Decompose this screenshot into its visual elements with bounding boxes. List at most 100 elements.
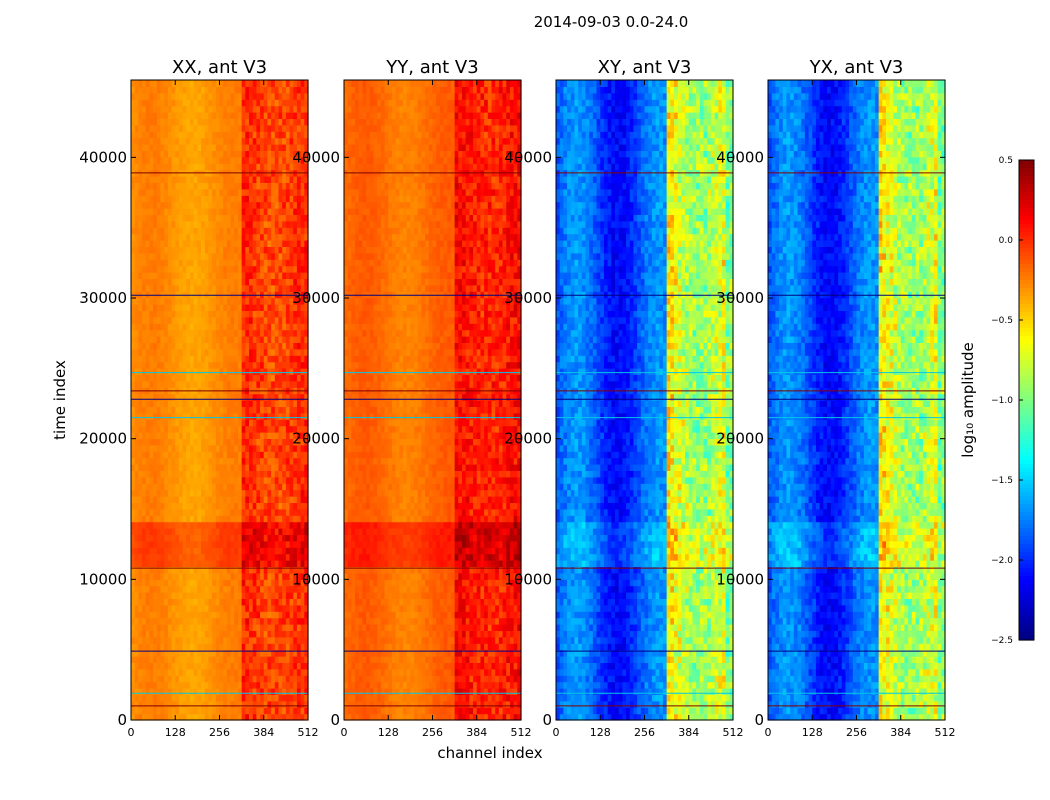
heatmap-cell: [271, 586, 275, 593]
heatmap-cell: [234, 675, 238, 682]
heatmap-cell: [256, 586, 260, 593]
heatmap-cell: [267, 528, 271, 535]
heatmap-cell: [253, 534, 257, 541]
heatmap-cell: [208, 547, 212, 554]
heatmap-cell: [161, 477, 165, 484]
heatmap-cell: [227, 496, 231, 503]
heatmap-cell: [142, 541, 146, 548]
heatmap-cell: [168, 662, 172, 669]
heatmap-cell: [186, 694, 190, 701]
heatmap-cell: [208, 701, 212, 708]
heatmap-cell: [201, 496, 205, 503]
heatmap-cell: [231, 579, 235, 586]
heatmap-cell: [149, 643, 153, 650]
heatmap-cell: [275, 637, 279, 644]
heatmap-cell: [301, 490, 305, 497]
heatmap-cell: [256, 541, 260, 548]
heatmap-cell: [161, 573, 165, 580]
heatmap-cell: [138, 598, 142, 605]
heatmap-cell: [297, 464, 301, 471]
heatmap-cell: [293, 624, 297, 631]
heatmap-cell: [227, 566, 231, 573]
heatmap-cell: [245, 470, 249, 477]
heatmap-cell: [201, 592, 205, 599]
heatmap-cell: [242, 586, 246, 593]
heatmap-cell: [175, 707, 179, 714]
heatmap-cell: [201, 688, 205, 695]
heatmap-cell: [220, 566, 224, 573]
heatmap-cell: [216, 688, 220, 695]
heatmap-cell: [253, 502, 257, 509]
heatmap-cell: [205, 605, 209, 612]
heatmap-cell: [290, 624, 294, 631]
heatmap-cell: [186, 598, 190, 605]
heatmap-cell: [275, 688, 279, 695]
heatmap-cell: [249, 656, 253, 663]
heatmap-cell: [164, 534, 168, 541]
heatmap-cell: [275, 611, 279, 618]
heatmap-cell: [293, 682, 297, 689]
heatmap-cell: [267, 554, 271, 561]
heatmap-cell: [146, 547, 150, 554]
heatmap-cell: [275, 541, 279, 548]
heatmap-cell: [138, 682, 142, 689]
heatmap-cell: [149, 458, 153, 465]
heatmap-cell: [290, 477, 294, 484]
heatmap-cell: [267, 682, 271, 689]
heatmap-cell: [279, 592, 283, 599]
heatmap-cell: [153, 592, 157, 599]
heatmap-cell: [172, 688, 176, 695]
heatmap-cell: [253, 483, 257, 490]
heatmap-cell: [138, 470, 142, 477]
heatmap-cell: [212, 682, 216, 689]
heatmap-cell: [301, 682, 305, 689]
heatmap-cell: [282, 637, 286, 644]
heatmap-cell: [282, 515, 286, 522]
heatmap-cell: [245, 707, 249, 714]
heatmap-cell: [297, 496, 301, 503]
heatmap-cell: [275, 598, 279, 605]
heatmap-cell: [245, 682, 249, 689]
heatmap-cell: [282, 541, 286, 548]
heatmap-cell: [245, 477, 249, 484]
heatmap-cell: [183, 534, 187, 541]
heatmap-cell: [279, 566, 283, 573]
heatmap-cell: [179, 637, 183, 644]
heatmap-cell: [142, 573, 146, 580]
heatmap-cell: [179, 515, 183, 522]
heatmap-cell: [220, 464, 224, 471]
heatmap-cell: [201, 464, 205, 471]
heatmap-cell: [149, 554, 153, 561]
heatmap-cell: [238, 509, 242, 516]
heatmap-cell: [293, 630, 297, 637]
heatmap-cell: [131, 490, 135, 497]
heatmap-cell: [264, 451, 268, 458]
heatmap-cell: [142, 496, 146, 503]
heatmap-cell: [183, 662, 187, 669]
heatmap-cell: [149, 586, 153, 593]
heatmap-cell: [245, 586, 249, 593]
heatmap-cell: [264, 458, 268, 465]
heatmap-cell: [161, 541, 165, 548]
heatmap-cell: [194, 701, 198, 708]
heatmap-cell: [220, 573, 224, 580]
heatmap-cell: [212, 451, 216, 458]
heatmap-cell: [138, 579, 142, 586]
heatmap-cell: [286, 515, 290, 522]
heatmap-cell: [242, 707, 246, 714]
heatmap-cell: [267, 586, 271, 593]
heatmap-cell: [282, 528, 286, 535]
heatmap-cell: [264, 598, 268, 605]
heatmap-cell: [186, 528, 190, 535]
heatmap-cell: [238, 669, 242, 676]
heatmap-cell: [282, 701, 286, 708]
heatmap-cell: [190, 490, 194, 497]
heatmap-cell: [138, 611, 142, 618]
heatmap-cell: [197, 522, 201, 529]
heatmap-cell: [208, 579, 212, 586]
heatmap-cell: [208, 522, 212, 529]
heatmap-cell: [290, 611, 294, 618]
heatmap-cell: [279, 547, 283, 554]
heatmap-cell: [223, 592, 227, 599]
heatmap-cell: [264, 528, 268, 535]
